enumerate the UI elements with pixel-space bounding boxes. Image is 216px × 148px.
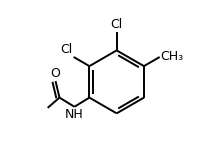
Text: CH₃: CH₃ [160,50,184,63]
Text: NH: NH [64,108,83,121]
Text: O: O [50,66,60,79]
Text: Cl: Cl [111,18,123,31]
Text: Cl: Cl [61,43,73,56]
